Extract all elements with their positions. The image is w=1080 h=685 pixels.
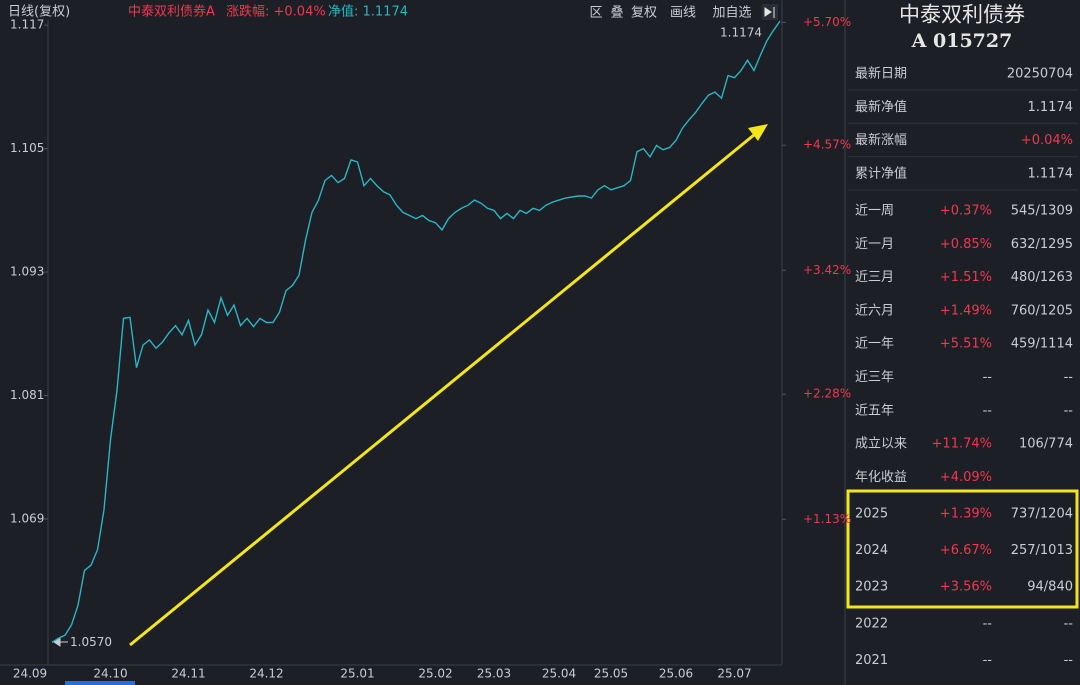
- stat-change: +1.51%: [940, 270, 992, 285]
- x-tick-label: 25.02: [418, 667, 452, 681]
- stat-label: 年化收益: [855, 470, 907, 485]
- year-rank: 94/840: [1027, 580, 1073, 595]
- x-tick-label: 25.04: [542, 667, 576, 681]
- exit-icon: [764, 7, 775, 18]
- toolbar-button[interactable]: 复权: [631, 5, 657, 21]
- trend-arrow: [129, 128, 761, 647]
- y2-tick-label: +1.13%: [803, 512, 851, 526]
- x-tick-label: 25.06: [659, 667, 693, 681]
- year-change: +3.56%: [940, 580, 992, 595]
- info-value: 1.1174: [1028, 166, 1074, 181]
- stat-change: --: [983, 370, 993, 385]
- year-label: 2023: [855, 580, 888, 595]
- x-tick-label: 25.07: [717, 667, 751, 681]
- stat-label: 近五年: [855, 403, 894, 418]
- stat-label: 近三月: [855, 270, 894, 285]
- info-label: 最新涨幅: [855, 132, 907, 148]
- y-tick-label: 1.105: [10, 141, 44, 155]
- period: 日线(复权): [8, 4, 70, 20]
- highlight-box: [846, 489, 1079, 609]
- info-label: 最新净值: [855, 99, 907, 115]
- stat-label: 近一周: [855, 204, 894, 219]
- stat-rank: 760/1205: [1011, 303, 1073, 318]
- stat-rank: --: [1064, 403, 1074, 418]
- year-change: +6.67%: [940, 543, 992, 558]
- info-value: 1.1174: [1028, 100, 1074, 115]
- year-label: 2021: [855, 653, 888, 668]
- stat-change: +11.74%: [932, 437, 992, 452]
- info-label: 累计净值: [855, 165, 907, 181]
- stat-rank: 545/1309: [1011, 204, 1073, 219]
- year-label: 2024: [855, 543, 888, 558]
- year-change: --: [983, 616, 993, 631]
- stat-change: +4.09%: [940, 470, 992, 485]
- y-tick-label: 1.069: [10, 511, 44, 525]
- toolbar-button[interactable]: 加自选: [712, 6, 751, 21]
- end-label: 1.1174: [720, 26, 762, 40]
- info-value: 20250704: [1007, 67, 1073, 82]
- year-rank: --: [1064, 653, 1074, 668]
- y-tick-label: 1.093: [10, 265, 44, 279]
- y2-tick-label: +5.70%: [803, 15, 851, 29]
- year-label: 2025: [855, 507, 888, 522]
- stat-label: 近一月: [855, 237, 894, 252]
- stat-rank: 106/774: [1019, 437, 1073, 452]
- y-tick-label: 1.117: [10, 18, 44, 32]
- stat-rank: --: [1064, 370, 1074, 385]
- fund-code: A 015727: [911, 30, 1013, 52]
- y2-tick-label: +4.57%: [803, 138, 851, 152]
- year-rank: --: [1064, 616, 1074, 631]
- info-value: +0.04%: [1021, 133, 1073, 148]
- x-tick-label: 24.09: [13, 667, 47, 681]
- x-tick-label: 25.03: [477, 667, 511, 681]
- x-tick-label: 24.11: [171, 667, 205, 681]
- year-rank: 737/1204: [1011, 507, 1073, 522]
- x-tick-label: 25.05: [594, 667, 628, 681]
- stat-change: --: [983, 403, 993, 418]
- stat-label: 成立以来: [855, 437, 907, 452]
- year-change: +1.39%: [940, 507, 992, 522]
- stat-rank: 632/1295: [1011, 237, 1073, 252]
- x-tick-label: 24.10: [93, 667, 127, 681]
- year-change: --: [983, 653, 993, 668]
- y2-tick-label: +2.28%: [803, 387, 851, 401]
- year-rank: 257/1013: [1011, 543, 1073, 558]
- toolbar-button[interactable]: 画线: [670, 6, 696, 21]
- stat-rank: 459/1114: [1011, 337, 1073, 352]
- arrow-head: [748, 124, 768, 141]
- toolbar-button[interactable]: 叠: [610, 6, 623, 21]
- change: 涨跌幅: +0.04%: [226, 4, 326, 20]
- fund-name: 中泰双利债券A: [128, 4, 215, 20]
- stat-change: +1.49%: [940, 303, 992, 318]
- stat-label: 近六月: [855, 303, 894, 318]
- stat-rank: 480/1263: [1011, 270, 1073, 285]
- stat-change: +5.51%: [940, 337, 992, 352]
- y-tick-label: 1.081: [10, 388, 44, 402]
- stat-change: +0.85%: [940, 237, 992, 252]
- x-tick-label: 25.01: [340, 667, 374, 681]
- range-marker: [65, 681, 135, 685]
- y2-tick-label: +3.42%: [803, 263, 851, 277]
- nav: 净值: 1.1174: [328, 4, 408, 20]
- info-label: 最新日期: [855, 66, 907, 82]
- year-label: 2022: [855, 616, 888, 631]
- stat-label: 近一年: [855, 337, 894, 352]
- fund-title: 中泰双利债券: [899, 3, 1025, 27]
- stat-label: 近三年: [855, 370, 894, 385]
- x-tick-label: 24.12: [249, 667, 283, 681]
- stat-change: +0.37%: [940, 204, 992, 219]
- start-label: 1.0570: [70, 635, 112, 649]
- nav-line: [51, 20, 781, 643]
- toolbar-button[interactable]: 区: [589, 6, 602, 21]
